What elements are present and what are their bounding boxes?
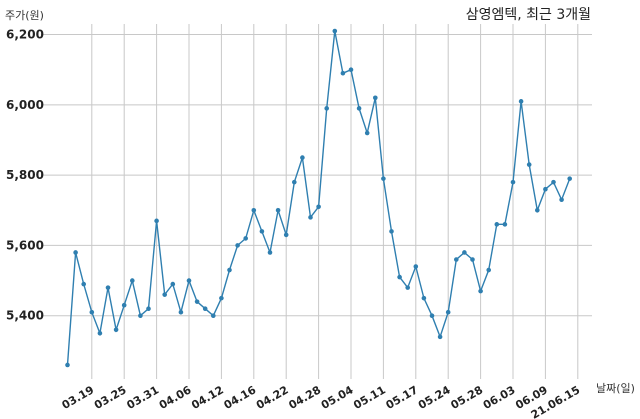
- data-point: [73, 250, 78, 255]
- x-tick-label: 04.22: [254, 383, 291, 412]
- data-point: [535, 207, 540, 213]
- price-points: [65, 28, 572, 368]
- data-point: [97, 331, 103, 336]
- data-point: [251, 207, 257, 213]
- data-point: [381, 176, 386, 181]
- data-point: [235, 243, 240, 248]
- data-point: [405, 285, 411, 290]
- data-point: [454, 257, 459, 262]
- data-point: [429, 313, 435, 319]
- x-tick-label: 06.03: [481, 383, 518, 412]
- data-point: [81, 281, 86, 287]
- y-tick-label: 6,200: [6, 28, 44, 42]
- data-point: [202, 306, 208, 312]
- data-point: [486, 267, 492, 273]
- data-point: [348, 67, 354, 72]
- data-point: [138, 313, 143, 319]
- data-point: [113, 327, 119, 333]
- data-point: [146, 306, 151, 312]
- data-point: [364, 130, 370, 136]
- data-point: [243, 236, 248, 241]
- data-point: [518, 99, 524, 104]
- x-tick-label: 04.12: [189, 383, 226, 412]
- data-point: [478, 288, 483, 294]
- x-tick-label: 05.17: [384, 383, 421, 412]
- data-point: [421, 295, 427, 301]
- data-point: [194, 299, 200, 304]
- data-point: [292, 179, 297, 185]
- y-axis-label: 주가(원): [5, 9, 44, 22]
- data-point: [283, 232, 289, 238]
- data-point: [332, 28, 338, 34]
- data-point: [510, 179, 516, 185]
- data-point: [300, 155, 305, 160]
- data-point: [551, 179, 556, 185]
- data-point: [178, 309, 184, 315]
- x-tick-label: 04.06: [157, 383, 194, 412]
- y-tick-label: 5,800: [6, 168, 44, 182]
- data-point: [494, 222, 500, 227]
- data-point: [65, 362, 70, 368]
- y-tick-label: 6,000: [6, 98, 44, 112]
- data-point: [470, 257, 475, 262]
- data-point: [437, 334, 443, 340]
- data-point: [219, 295, 224, 301]
- data-point: [502, 222, 508, 227]
- x-tick-label: 03.25: [92, 383, 129, 412]
- data-point: [324, 106, 330, 111]
- data-point: [567, 176, 572, 181]
- data-point: [526, 162, 532, 167]
- data-point: [389, 229, 394, 234]
- chart-title: 삼영엠텍, 최근 3개월: [466, 7, 591, 23]
- data-point: [154, 218, 159, 224]
- data-point: [397, 274, 402, 280]
- data-point: [211, 313, 216, 319]
- data-point: [162, 292, 167, 297]
- data-point: [373, 95, 378, 101]
- data-point: [186, 278, 192, 283]
- x-tick-label: 04.28: [286, 383, 323, 412]
- data-point: [445, 309, 451, 315]
- data-point: [275, 207, 281, 213]
- y-axis-ticks: 5,400 5,600 5,800 6,000 6,200: [6, 28, 44, 323]
- data-point: [340, 70, 346, 76]
- x-tick-label: 05.11: [351, 383, 388, 412]
- data-point: [121, 302, 127, 308]
- x-tick-label: 05.28: [448, 383, 485, 412]
- data-point: [259, 229, 265, 234]
- data-point: [89, 309, 95, 315]
- y-tick-label: 5,400: [6, 309, 44, 323]
- x-tick-label: 05.24: [416, 383, 453, 412]
- y-tick-label: 5,600: [6, 238, 44, 252]
- x-tick-label: 03.31: [124, 383, 161, 412]
- x-tick-label: 04.16: [222, 383, 259, 412]
- data-point: [316, 204, 321, 210]
- x-tick-label: 05.04: [319, 383, 356, 412]
- data-point: [413, 264, 419, 269]
- data-point: [227, 267, 232, 273]
- data-point: [356, 106, 362, 111]
- data-point: [462, 250, 467, 255]
- data-point: [267, 250, 273, 255]
- data-point: [130, 278, 135, 283]
- x-tick-label: 03.19: [60, 383, 97, 412]
- x-axis-label: 날짜(일): [596, 381, 635, 395]
- data-point: [105, 285, 111, 290]
- data-point: [559, 197, 564, 203]
- data-point: [170, 281, 176, 287]
- x-axis-ticks: 03.1903.2503.3104.0604.1204.1604.2204.28…: [60, 383, 583, 419]
- data-point: [543, 186, 548, 192]
- data-point: [308, 215, 313, 220]
